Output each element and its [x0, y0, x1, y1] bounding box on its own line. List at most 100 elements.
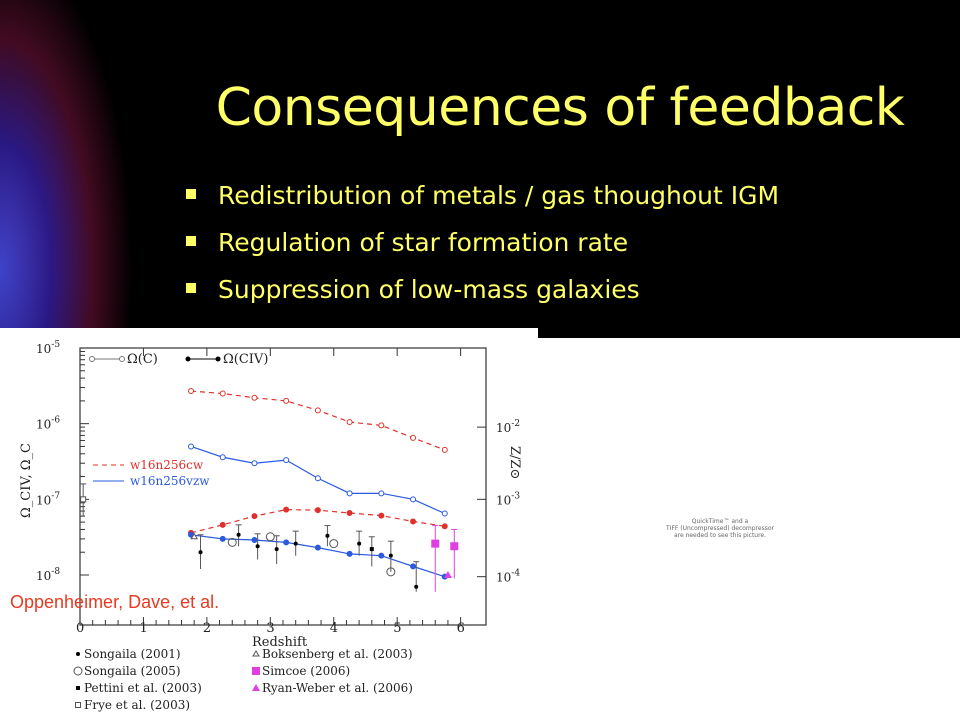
data-point — [443, 571, 452, 578]
bullet-item: Regulation of star formation rate — [186, 225, 779, 272]
series-point — [346, 509, 353, 516]
legend-marker — [73, 666, 83, 676]
series-point — [441, 510, 448, 517]
x-tick-label: 4 — [330, 621, 338, 636]
x-tick-label: 2 — [203, 621, 211, 636]
data-point — [80, 496, 87, 503]
data-point — [450, 542, 459, 551]
legend-marker — [252, 650, 260, 657]
data-point — [386, 567, 396, 577]
credit-text: Oppenheimer, Dave, et al. — [10, 592, 220, 612]
bullet-item: Suppression of low-mass galaxies — [186, 272, 779, 319]
legend-entry: Pettini et al. (2003) — [84, 681, 202, 695]
x-tick-label: 0 — [76, 621, 84, 636]
series-line-w16n256cw — [190, 509, 445, 534]
legend-marker — [75, 702, 81, 708]
legend-entry: Frye et al. (2003) — [84, 698, 190, 712]
series-point — [410, 434, 417, 441]
legend-label: Ω(CIV) — [223, 352, 268, 367]
data-point — [198, 550, 203, 555]
legend-marker — [252, 667, 260, 675]
series-point — [378, 512, 385, 519]
legend-entry: Songaila (2001) — [84, 647, 181, 661]
legend-label: w16n256cw — [130, 458, 204, 472]
series-point — [219, 521, 226, 528]
legend-entry: Simcoe (2006) — [262, 664, 350, 678]
quicktime-line: TIFF (Uncompressed) decompressor — [666, 525, 774, 532]
legend-marker — [252, 684, 260, 691]
right-tick-label: 10-3 — [496, 491, 520, 507]
series-point — [314, 507, 321, 514]
series-point — [410, 563, 417, 570]
right-axis-label: Z/Z⊙ — [507, 446, 522, 479]
quicktime-line: QuickTime™ and a — [691, 518, 749, 525]
series-point — [346, 419, 353, 426]
series-point — [441, 523, 448, 530]
figure-panel — [0, 328, 538, 720]
series-point — [346, 490, 353, 497]
legend-entry: Boksenberg et al. (2003) — [262, 647, 413, 661]
series-point — [378, 422, 385, 429]
data-point — [414, 584, 419, 589]
legend-marker — [215, 356, 221, 362]
legend-marker — [89, 356, 95, 362]
bullet-text: Redistribution of metals / gas thoughout… — [218, 181, 780, 210]
series-point — [251, 394, 258, 401]
data-point — [255, 544, 260, 549]
bullet-item: Redistribution of metals / gas thoughout… — [186, 178, 779, 225]
series-point — [314, 544, 321, 551]
series-point — [410, 496, 417, 503]
placeholder-panel — [538, 338, 960, 720]
series-point — [378, 552, 385, 559]
bullet-text: Regulation of star formation rate — [218, 228, 629, 257]
series-point — [219, 535, 226, 542]
series-point — [188, 443, 195, 450]
x-tick-label: 5 — [393, 621, 401, 636]
series-point — [251, 460, 258, 467]
quicktime-placeholder-text: QuickTime™ and a TIFF (Uncompressed) dec… — [640, 518, 800, 539]
data-point — [357, 541, 362, 546]
series-point — [283, 397, 290, 404]
x-tick-label: 6 — [457, 621, 465, 636]
data-point — [274, 547, 279, 552]
series-line-w16n256vzw — [190, 534, 445, 578]
y-tick-label: 10-7 — [36, 491, 60, 507]
x-tick-label: 3 — [266, 621, 274, 636]
series-point — [410, 518, 417, 525]
data-point — [190, 532, 199, 540]
series-point — [251, 537, 258, 544]
series-point — [314, 407, 321, 414]
data-point — [388, 553, 393, 558]
legend-marker — [119, 356, 125, 362]
series-point — [251, 513, 258, 520]
data-point — [293, 541, 298, 546]
right-tick-label: 10-4 — [496, 569, 520, 585]
series-point — [219, 454, 226, 461]
feedback-chart: 0 1 2 3 4 5 6 Redshift 10-8 10-7 10-6 10-5 10-4 10-3 1… — [19, 340, 522, 712]
square-bullet-icon — [186, 189, 196, 199]
series-point — [188, 388, 195, 395]
series-line-w16n256cw — [190, 390, 445, 451]
x-tick-label: 1 — [139, 621, 147, 636]
series-point — [314, 475, 321, 482]
series-point — [378, 490, 385, 497]
slide-title: Consequences of feedback — [215, 78, 905, 138]
x-axis-label: Redshift — [252, 635, 308, 650]
legend-entry: Ryan-Weber et al. (2006) — [262, 681, 413, 695]
legend-label: w16n256vzw — [130, 474, 210, 488]
legend-marker — [76, 652, 80, 656]
series-point — [346, 550, 353, 557]
legend-marker — [185, 356, 191, 362]
y-tick-label: 10-6 — [36, 416, 60, 432]
legend-marker — [76, 686, 80, 690]
data-point — [265, 532, 275, 542]
data-point — [236, 532, 241, 537]
series-point — [283, 539, 290, 546]
bullet-text: Suppression of low-mass galaxies — [218, 275, 640, 304]
y-axis-label: Ω_CIV, Ω_C — [19, 443, 34, 518]
square-bullet-icon — [186, 283, 196, 293]
data-point — [329, 539, 339, 549]
right-tick-label: 10-2 — [496, 419, 520, 435]
legend-label: Ω(C) — [127, 352, 158, 367]
series-point — [283, 457, 290, 464]
